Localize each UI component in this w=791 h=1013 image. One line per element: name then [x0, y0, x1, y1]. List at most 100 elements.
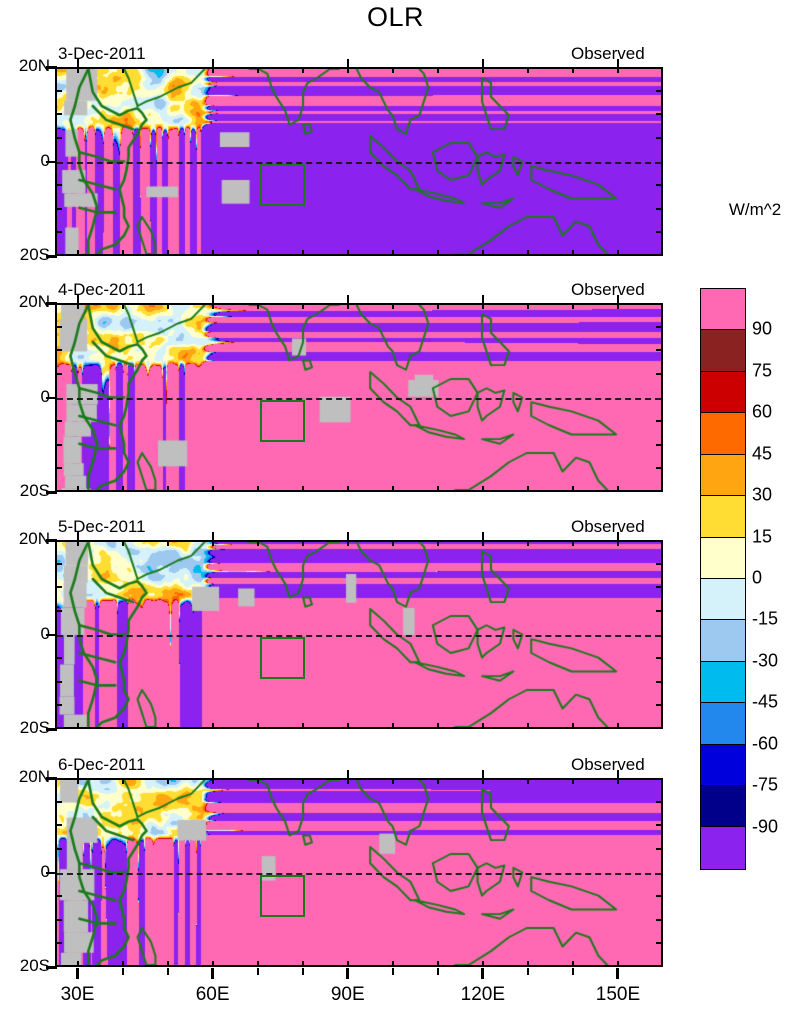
x-minor-tick — [76, 968, 79, 975]
y-minor-tick — [656, 918, 663, 921]
y-minor-tick — [656, 372, 663, 375]
y-minor-tick — [656, 467, 663, 470]
colorbar-tick-label: -30 — [752, 650, 779, 671]
x-major-tick-top — [76, 295, 80, 304]
y-minor-tick — [55, 207, 62, 210]
y-minor-tick — [656, 680, 663, 683]
region-annotation-box — [259, 636, 305, 680]
y-tick-label: 20N — [18, 292, 50, 311]
y-major-tick — [46, 66, 57, 69]
x-minor-tick — [481, 540, 484, 546]
x-minor-tick — [256, 486, 259, 492]
x-minor-tick — [256, 778, 259, 784]
equator-line — [57, 872, 661, 875]
panel-date-label: 3-Dec-2011 — [58, 44, 146, 63]
x-minor-tick — [346, 67, 349, 73]
x-minor-tick — [301, 723, 304, 729]
x-minor-tick — [76, 486, 79, 492]
x-major-tick-top — [346, 770, 350, 779]
x-minor-tick — [346, 778, 349, 784]
x-tick-label: 60E — [195, 984, 230, 1005]
y-major-tick — [46, 966, 57, 969]
x-axis: 30E 60E 90E 120E 150E — [55, 968, 663, 1010]
x-major-tick-top — [211, 770, 215, 779]
x-minor-tick — [211, 968, 214, 975]
x-minor-tick — [436, 968, 439, 975]
x-minor-tick — [76, 540, 79, 546]
y-minor-tick — [656, 800, 663, 803]
colorbar-band — [701, 744, 745, 787]
x-minor-tick — [391, 486, 394, 492]
x-minor-tick — [121, 723, 124, 729]
map-panel — [55, 67, 663, 256]
y-minor-tick — [55, 918, 62, 921]
x-major-tick-top — [481, 770, 485, 779]
x-tick-label: 120E — [460, 984, 506, 1005]
colorbar-band — [701, 289, 745, 331]
x-minor-tick — [571, 968, 574, 975]
x-minor-tick — [166, 303, 169, 309]
x-major-tick-top — [346, 532, 350, 541]
x-minor-tick — [256, 250, 259, 256]
y-minor-tick — [656, 443, 663, 446]
panel-source-label: Observed — [571, 280, 645, 299]
x-minor-tick — [571, 723, 574, 729]
x-minor-tick — [166, 250, 169, 256]
x-minor-tick — [166, 961, 169, 967]
x-major-tick-top — [76, 770, 80, 779]
colorbar-tick-label: 60 — [752, 401, 773, 422]
x-minor-tick — [616, 540, 619, 546]
y-tick-label: 0 — [0, 387, 50, 407]
x-minor-tick — [301, 968, 304, 975]
colorbar-band — [701, 661, 745, 704]
map-panel — [55, 778, 663, 967]
x-minor-tick — [166, 540, 169, 546]
x-minor-tick — [76, 778, 79, 784]
x-minor-tick — [616, 250, 619, 256]
y-major-tick — [46, 777, 57, 780]
y-minor-tick — [55, 704, 62, 707]
x-minor-tick — [211, 486, 214, 492]
equator-line — [57, 634, 661, 637]
map-panel — [55, 303, 663, 492]
x-minor-tick — [616, 67, 619, 73]
x-minor-tick — [571, 540, 574, 546]
y-minor-tick — [55, 800, 62, 803]
y-tick-label: 20N — [18, 529, 50, 548]
x-major-tick-top — [76, 532, 80, 541]
y-minor-tick — [55, 824, 62, 827]
x-minor-tick — [616, 723, 619, 729]
x-minor-tick — [166, 486, 169, 492]
y-minor-tick — [55, 467, 62, 470]
x-minor-tick — [256, 723, 259, 729]
x-major-tick-top — [481, 532, 485, 541]
y-tick-label: 0 — [0, 151, 50, 171]
x-minor-tick — [121, 778, 124, 784]
x-minor-tick — [301, 303, 304, 309]
y-tick-label: 20N — [18, 56, 50, 75]
colorbar-band — [701, 371, 745, 414]
x-minor-tick — [256, 67, 259, 73]
y-minor-tick — [55, 184, 62, 187]
colorbar-band — [701, 827, 745, 869]
x-minor-tick — [571, 67, 574, 73]
y-minor-tick — [656, 113, 663, 116]
y-minor-tick — [656, 184, 663, 187]
x-minor-tick — [211, 778, 214, 784]
x-minor-tick — [346, 723, 349, 729]
x-major-tick-top — [76, 59, 80, 68]
panel-date-label: 6-Dec-2011 — [58, 755, 146, 774]
title-text: OLR — [366, 2, 425, 32]
x-minor-tick — [121, 961, 124, 967]
y-tick-label: 0 — [0, 624, 50, 644]
x-minor-tick — [391, 67, 394, 73]
colorbar-tick-label: 75 — [752, 360, 773, 381]
page-title: OLR — [0, 2, 791, 33]
colorbar-band — [701, 537, 745, 579]
y-minor-tick — [656, 420, 663, 423]
y-minor-tick — [55, 895, 62, 898]
y-major-tick — [46, 302, 57, 305]
y-tick-label: 0 — [0, 862, 50, 882]
colorbar-tick-label: -60 — [752, 733, 779, 754]
y-minor-tick — [656, 349, 663, 352]
